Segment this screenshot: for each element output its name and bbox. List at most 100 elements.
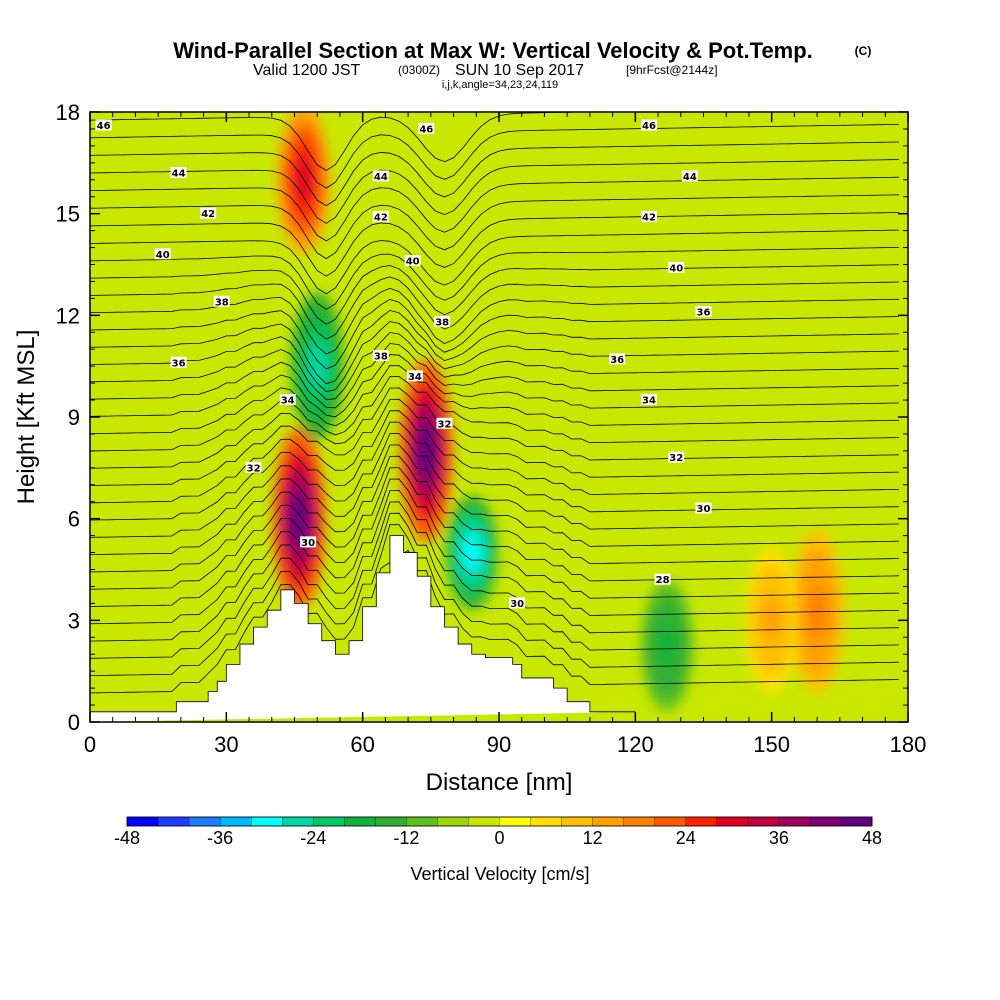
chart-subtitle: Valid 1200 JST (0300Z) SUN 10 Sep 2017 [… [253,62,718,79]
theta-label-text: 40 [156,250,170,261]
theta-label: 36 [170,356,187,369]
theta-label-box [695,502,712,514]
theta-label: 44 [372,170,389,183]
colorbar-swatch [561,816,594,827]
theta-label: 38 [372,350,389,363]
theta-label-box [95,119,112,131]
theta-label: 36 [609,353,626,366]
y-tick-label: 9 [68,405,80,430]
colorbar-swatch [530,816,563,827]
theta-label: 30 [300,536,317,549]
theta-contour-line [90,309,899,385]
y-tick-label: 12 [56,303,80,328]
subtitle-fcst: [9hrFcst@2144z] [626,63,718,77]
theta-label-text: 46 [642,121,656,132]
colorbar-tick-label: 36 [769,828,789,848]
theta-label-box [668,261,685,273]
theta-label-text: 34 [408,372,422,383]
theta-label-box [170,356,187,368]
theta-label: 38 [434,316,451,329]
colorbar-swatch [251,816,283,827]
theta-label-text: 30 [510,599,524,610]
theta-label-box [213,295,230,307]
theta-label: 32 [668,451,685,464]
colorbar-frame [126,816,873,827]
theta-label-text: 32 [669,453,683,464]
theta-label: 42 [200,207,217,220]
theta-label-box [436,417,453,429]
theta-label-text: 32 [247,463,261,474]
theta-contour-line [90,141,899,207]
theta-contour-line [90,444,899,555]
theta-contour-line [90,387,899,469]
x-axis: 0 30 60 90 120 150 180 [84,112,926,757]
theta-label: 34 [279,394,296,407]
theta-contour-line [90,455,899,573]
theta-label: 46 [640,119,657,132]
theta-label-text: 30 [301,538,315,549]
subtitle-valid: Valid 1200 JST [253,62,361,79]
w-feature-3-layer-3 [307,343,327,390]
colorbar-swatch [282,816,314,827]
w-feature-2-layer-3 [416,423,436,479]
chart-title: Wind-Parallel Section at Max W: Vertical… [173,38,813,63]
theta-label-box [640,211,657,223]
theta-label-text: 40 [669,263,683,274]
theta-label-text: 44 [172,169,186,180]
w-feature-4-layer-3 [462,533,482,572]
theta-contour-line [90,433,899,538]
colorbar-swatch [375,816,407,827]
y-tick-label: 3 [68,608,80,633]
theta-label: 32 [436,417,453,430]
theta-contour-line [90,467,899,590]
colorbar-title: Vertical Velocity [cm/s] [410,864,589,884]
colorbar-swatch [654,816,687,827]
colorbar-swatch [499,816,531,827]
colorbar-swatch [406,816,438,827]
colorbar-tick-label: 24 [676,828,696,848]
theta-label: 40 [668,261,685,274]
theta-label-text: 40 [406,257,420,268]
theta-label-text: 34 [642,396,656,407]
theta-label-box [640,394,657,406]
theta-label-box [609,353,626,365]
potential-temperature-contours [90,112,899,694]
colorbar-tick-label: -36 [207,828,233,848]
y-tick-label: 18 [56,100,80,125]
theta-contour-line [90,549,899,694]
contour-labels: 46 44 42 40 38 36 34 32 30 44 46 42 40 38 38 34 32 30 46 44… [95,119,712,610]
colorbar-swatch [685,816,718,827]
x-tick-label: 60 [350,732,374,757]
theta-label-text: 36 [172,358,186,369]
copyright-mark: (C) [855,44,872,58]
x-tick-label: 0 [84,732,96,757]
theta-contour-line [90,321,899,393]
theta-label-box [640,119,657,131]
theta-label-text: 46 [419,124,433,135]
colorbar-tick-label: -12 [393,828,419,848]
colorbar-tick-label: -48 [114,828,140,848]
y-axis-label: Height [Kft MSL] [13,330,40,505]
theta-contour-line [90,332,899,401]
w-feature-0-layer-3 [289,491,309,546]
theta-label-text: 42 [642,213,656,224]
theta-contour-line [90,159,899,224]
theta-label: 34 [640,394,657,407]
theta-contour-line [90,247,899,310]
theta-contour-line [90,524,899,676]
x-tick-label: 90 [487,732,511,757]
terrain-mask [90,535,636,722]
theta-label-box [372,350,389,361]
theta-contour-line [90,398,899,486]
y-tick-label: 15 [56,202,80,227]
theta-label-text: 36 [697,307,711,318]
theta-label: 30 [509,597,526,610]
colorbar-swatch [809,816,842,827]
x-axis-label: Distance [nm] [426,769,573,796]
theta-label: 36 [695,305,712,318]
theta-contour-line [90,298,899,370]
theta-contour-line [90,478,899,607]
theta-label-text: 38 [374,352,388,363]
w-feature-7-layer-3 [762,597,782,644]
